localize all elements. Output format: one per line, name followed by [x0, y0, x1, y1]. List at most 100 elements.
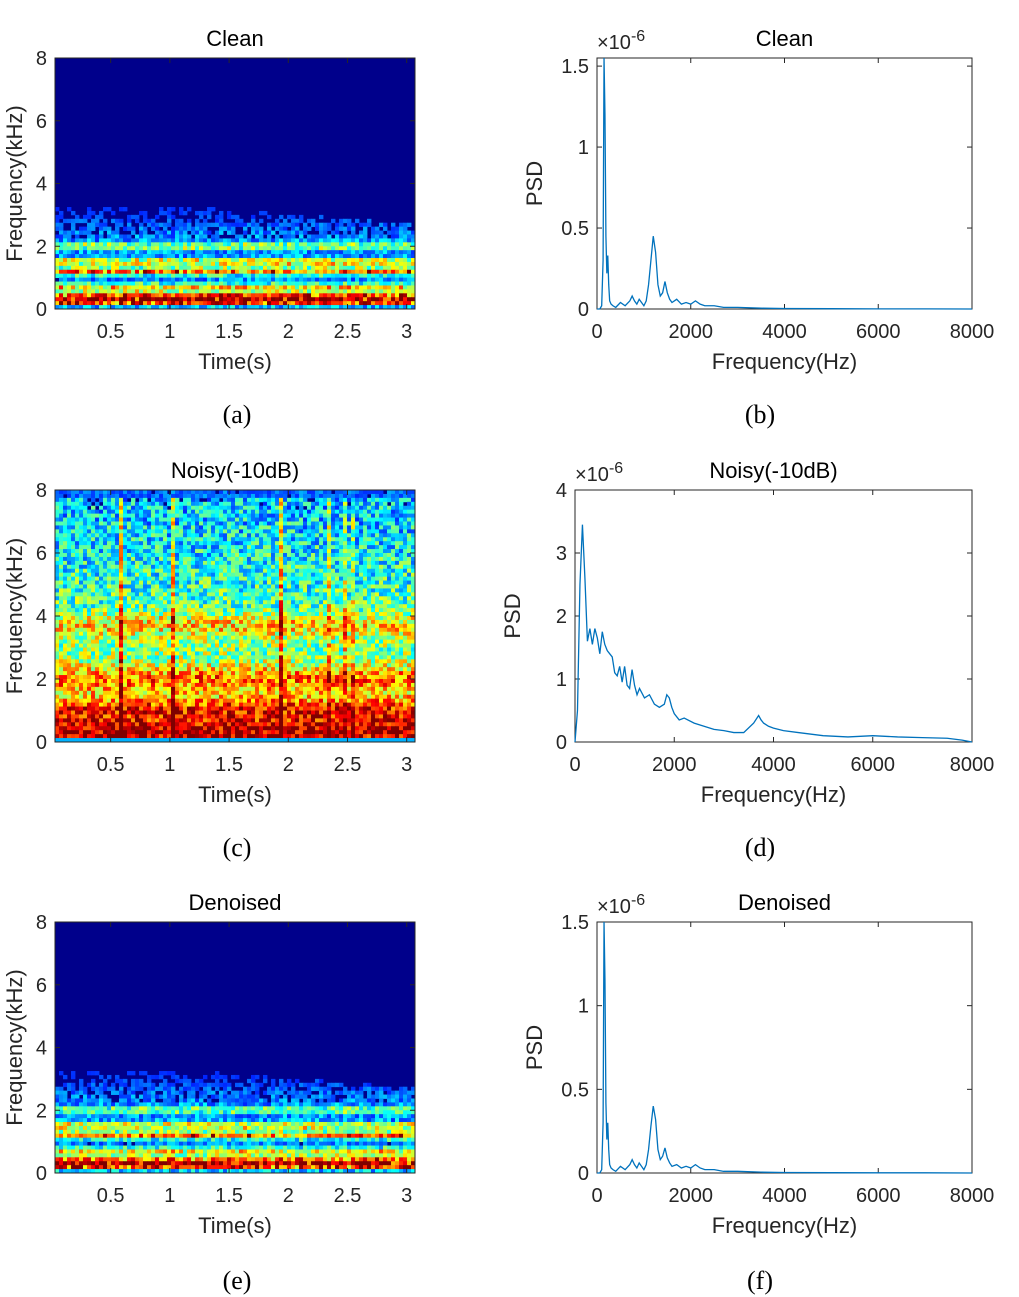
spectrogram-cell — [227, 564, 232, 570]
spectrogram-cell — [199, 277, 204, 282]
spectrogram-cell — [111, 580, 116, 585]
spectrogram-cell — [323, 560, 328, 566]
spectrogram-cell — [403, 261, 408, 267]
spectrogram-cell — [375, 533, 380, 538]
spectrogram-cell — [399, 226, 404, 231]
spectrogram-cell — [327, 612, 332, 617]
spectrogram-cell — [139, 564, 144, 570]
spectrogram-cell — [95, 254, 100, 259]
spectrogram-cell — [407, 277, 412, 282]
spectrogram-cell — [215, 553, 220, 558]
spectrogram-cell — [127, 493, 132, 499]
spectrogram-cell — [375, 501, 380, 507]
spectrogram-cell — [299, 501, 304, 507]
spectrogram-cell — [55, 250, 60, 255]
spectrogram-cell — [279, 297, 284, 302]
spectrogram-cell — [327, 545, 332, 550]
spectrogram-cell — [187, 549, 192, 554]
spectrogram-cell — [203, 517, 208, 522]
spectrogram-cell — [135, 521, 140, 526]
spectrogram-cell — [383, 608, 388, 613]
spectrogram-cell — [59, 265, 64, 271]
spectrogram-cell — [311, 549, 316, 554]
spectrogram-cell — [139, 258, 144, 263]
spectrogram-cell — [71, 218, 76, 224]
spectrogram-cell — [323, 273, 328, 279]
spectrogram-cell — [95, 265, 100, 271]
spectrogram-cell — [315, 505, 320, 511]
spectrogram-cell — [259, 513, 264, 518]
spectrogram-cell — [131, 612, 136, 617]
spectrogram-cell — [91, 560, 96, 566]
spectrogram-cell — [395, 513, 400, 518]
spectrogram-cell — [139, 604, 144, 609]
spectrogram-cell — [63, 505, 68, 511]
spectrogram-cell — [407, 222, 412, 228]
spectrogram-cell — [183, 529, 188, 534]
spectrogram-cell — [339, 592, 344, 597]
spectrogram-cell — [343, 505, 348, 511]
spectrogram-cell — [303, 242, 308, 247]
spectrogram-cell — [299, 490, 304, 495]
spectrogram-cell — [363, 230, 368, 235]
spectrogram-cell — [59, 261, 64, 267]
spectrogram-cell — [207, 560, 212, 566]
spectrogram-cell — [267, 281, 272, 286]
spectrogram-cell — [403, 553, 408, 558]
spectrogram-cell — [199, 513, 204, 518]
spectrogram-cell — [115, 285, 120, 290]
y-tick-label: 6 — [36, 111, 47, 133]
spectrogram-cell — [79, 269, 84, 275]
spectrogram-cell — [155, 604, 160, 609]
spectrogram-cell — [311, 537, 316, 542]
spectrogram-cell — [95, 560, 100, 566]
spectrogram-cell — [379, 549, 384, 554]
spectrogram-cell — [267, 576, 272, 581]
spectrogram-cell — [63, 277, 68, 282]
y-tick-label: 8 — [36, 48, 47, 70]
spectrogram-cell — [311, 273, 316, 279]
spectrogram-cell — [199, 612, 204, 617]
spectrogram-cell — [279, 600, 284, 605]
spectrogram-cell — [107, 525, 112, 530]
spectrogram-cell — [223, 261, 228, 267]
spectrogram-cell — [251, 533, 256, 538]
spectrogram-cell — [111, 612, 116, 617]
spectrogram-cell — [243, 277, 248, 282]
spectrogram-cell — [243, 568, 248, 574]
spectrogram-cell — [63, 604, 68, 609]
spectrogram-cell — [287, 301, 292, 306]
panel-a: 0.5 1 1.5 2 2.5 302468CleanTime(s)Frequency(k… — [2, 26, 416, 429]
spectrogram-cell — [175, 226, 180, 231]
spectrogram-cell — [115, 493, 120, 499]
spectrogram-cell — [195, 549, 200, 554]
spectrogram-cell — [275, 289, 280, 294]
spectrogram-cell — [111, 273, 116, 279]
spectrogram-cell — [123, 568, 128, 574]
spectrogram-cell — [147, 277, 152, 282]
spectrogram-cell — [239, 277, 244, 282]
x-tick-label: 1.5 — [215, 321, 243, 343]
spectrogram-cell — [231, 553, 236, 558]
spectrogram-cell — [311, 541, 316, 546]
spectrogram-cell — [171, 230, 176, 235]
spectrogram-cell — [171, 297, 176, 302]
spectrogram-cell — [159, 537, 164, 542]
spectrogram-cell — [359, 608, 364, 613]
spectrogram-cell — [331, 564, 336, 570]
spectrogram-cell — [155, 584, 160, 589]
spectrogram-cell — [383, 549, 388, 554]
spectrogram-cell — [195, 238, 200, 243]
spectrogram-cell — [243, 297, 248, 302]
spectrogram-cell — [271, 584, 276, 589]
spectrogram-cell — [151, 521, 156, 526]
spectrogram-cell — [299, 305, 304, 310]
spectrogram-cell — [351, 580, 356, 585]
spectrogram-cell — [211, 254, 216, 259]
spectrogram-cell — [275, 269, 280, 275]
spectrogram-cell — [191, 541, 196, 546]
spectrogram-cell — [147, 545, 152, 550]
spectrogram-cell — [411, 254, 416, 259]
spectrogram-cell — [55, 289, 60, 294]
spectrogram-cell — [291, 592, 296, 597]
